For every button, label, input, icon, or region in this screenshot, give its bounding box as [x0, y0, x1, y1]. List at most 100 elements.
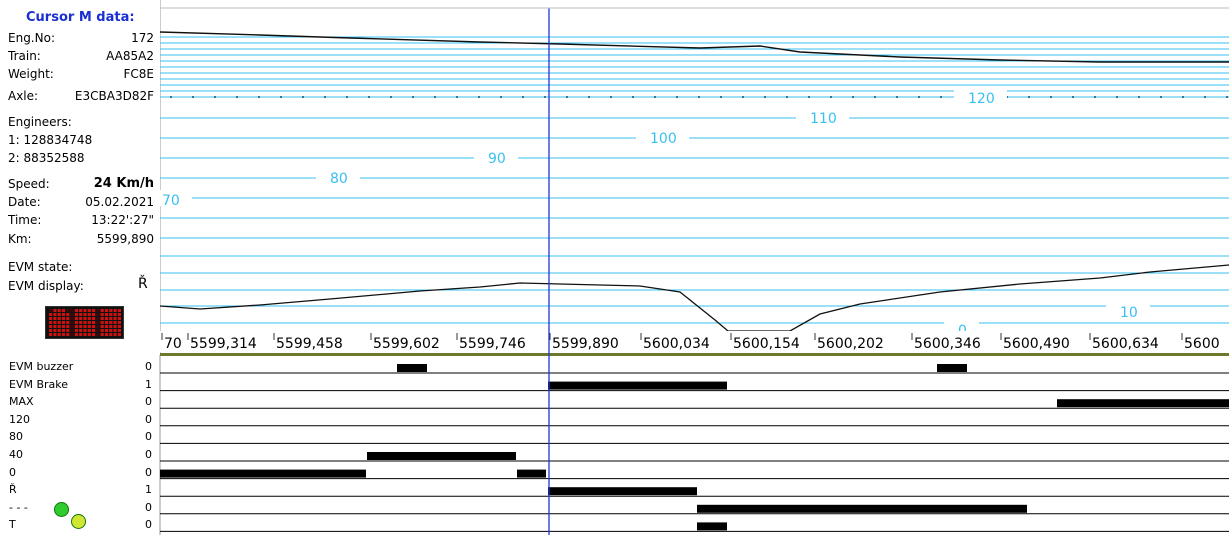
km-tick-label-1: 5599,314 [190, 336, 257, 352]
led-dot [87, 333, 91, 336]
time-label: Time: [8, 213, 42, 227]
led-dot [74, 313, 78, 316]
scale-label-bg [316, 168, 360, 184]
led-dot [61, 321, 66, 324]
signal-value-7: 1 [145, 483, 152, 497]
led-dot [70, 333, 74, 336]
led-dot [104, 321, 109, 324]
led-dot [87, 325, 91, 328]
led-dot [57, 309, 61, 312]
led-dot [53, 329, 57, 332]
led-dot [79, 321, 83, 324]
led-dot [96, 333, 100, 336]
led-dot [117, 309, 121, 312]
led-dot [96, 317, 100, 320]
led-dot [92, 313, 96, 316]
led-dot [79, 313, 83, 316]
led-dot [70, 325, 74, 328]
yellow-signal-icon [71, 514, 86, 529]
scale-label-100: 100 [650, 131, 677, 147]
led-dot [100, 325, 104, 328]
engineer-2: 2: 88352588 [8, 151, 85, 165]
signal-label-6: 0 [9, 465, 16, 479]
led-dot [113, 321, 117, 324]
scale-label-bg [474, 148, 518, 164]
signal-bar-9 [697, 522, 727, 531]
led-dot [49, 325, 53, 328]
led-dot [104, 329, 109, 332]
led-dot [74, 321, 78, 324]
led-dot [66, 321, 70, 324]
led-dot [57, 321, 61, 324]
signal-label-2: MAX [9, 395, 34, 409]
signal-bar-0 [397, 364, 427, 372]
signal-bar-5 [160, 469, 366, 478]
led-dot [53, 325, 57, 328]
led-dot [79, 333, 83, 336]
led-dot [113, 325, 117, 328]
scale-label-120: 120 [968, 91, 995, 107]
led-dot [117, 333, 121, 336]
led-dot [83, 329, 87, 332]
led-dot [92, 317, 96, 320]
evm-display-value: Ř [138, 276, 148, 292]
led-dot [66, 329, 70, 332]
led-dot [92, 325, 96, 328]
led-dot [49, 309, 53, 312]
profile-line-top [159, 31, 1229, 63]
signal-label-7: Ř [9, 483, 17, 497]
km-tick-label-3: 5599,602 [373, 336, 440, 352]
led-dot [109, 325, 113, 328]
green-signal-icon [54, 502, 69, 517]
signal-bar-4 [367, 452, 516, 460]
led-dot [87, 313, 91, 316]
signal-label-5: 40 [9, 448, 23, 461]
led-dot [104, 309, 109, 312]
km-label: Km: [8, 232, 32, 246]
km-tick-label-6: 5600,034 [643, 336, 710, 352]
scale-label-80: 80 [330, 171, 348, 187]
led-dot [83, 313, 87, 316]
km-tick-label-5: 5599,890 [552, 336, 619, 352]
axle-label: Axle: [8, 89, 39, 103]
led-dot [83, 321, 87, 324]
signal-value-4: 0 [145, 430, 152, 444]
led-dot [92, 321, 96, 324]
led-dot [113, 313, 117, 316]
led-dot [61, 313, 66, 316]
led-dot [70, 329, 74, 332]
axle-value: E3CBA3D82F [74, 89, 154, 103]
led-dot [57, 333, 61, 336]
evm-display-label: EVM display: [8, 279, 84, 293]
led-dot [87, 321, 91, 324]
led-dot [113, 333, 117, 336]
evm-state-label: EVM state: [8, 260, 73, 274]
signal-bar-8 [697, 504, 1027, 513]
led-dot [61, 325, 66, 328]
signal-bar-6 [517, 469, 546, 478]
speed-value: 24 Km/h [93, 176, 154, 191]
signal-value-1: 1 [145, 377, 152, 391]
led-dot [66, 333, 70, 336]
signal-value-9: 0 [145, 518, 152, 532]
led-dot [117, 317, 121, 320]
led-dot [92, 309, 96, 312]
led-dot [117, 313, 121, 316]
km-tick-label-10: 5600,490 [1003, 336, 1070, 352]
led-dot [61, 333, 66, 336]
led-dot [100, 309, 104, 312]
led-dot [79, 325, 83, 328]
evm-led-display [45, 306, 124, 339]
date-label: Date: [8, 195, 41, 209]
km-tick-label-7: 5600,154 [733, 336, 800, 352]
eng-no-label: Eng.No: [8, 31, 55, 45]
signal-bar-2 [548, 381, 727, 390]
led-dot [113, 317, 117, 320]
led-dot [79, 329, 83, 332]
led-dot [57, 329, 61, 332]
led-dot [53, 333, 57, 336]
led-dot [61, 309, 66, 312]
km-tick-label-11: 5600,634 [1092, 336, 1159, 352]
signal-value-3: 0 [145, 412, 152, 426]
